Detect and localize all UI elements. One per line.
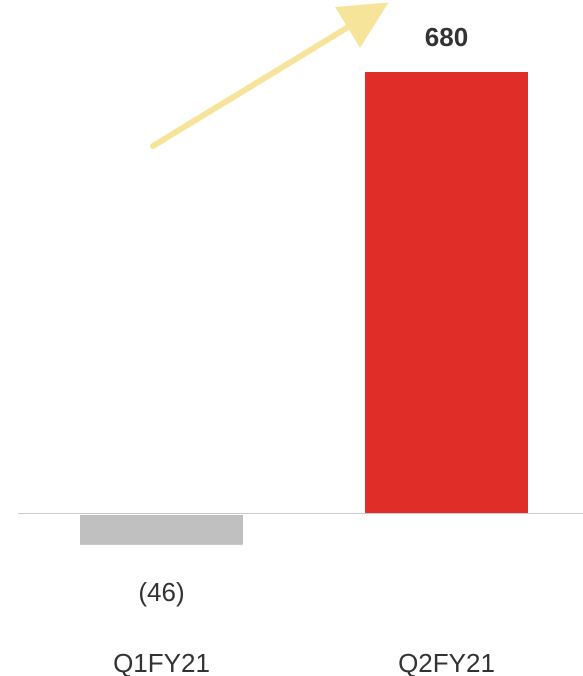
bar-q2fy21 <box>365 72 528 513</box>
trend-arrow <box>150 2 389 149</box>
data-label-q1fy21: (46) <box>138 577 184 607</box>
x-tick-label-q1fy21: Q1FY21 <box>113 648 210 676</box>
data-label-q2fy21: 680 <box>425 22 468 52</box>
bar-q1fy21 <box>80 515 243 545</box>
x-tick-label-q2fy21: Q2FY21 <box>398 648 495 676</box>
